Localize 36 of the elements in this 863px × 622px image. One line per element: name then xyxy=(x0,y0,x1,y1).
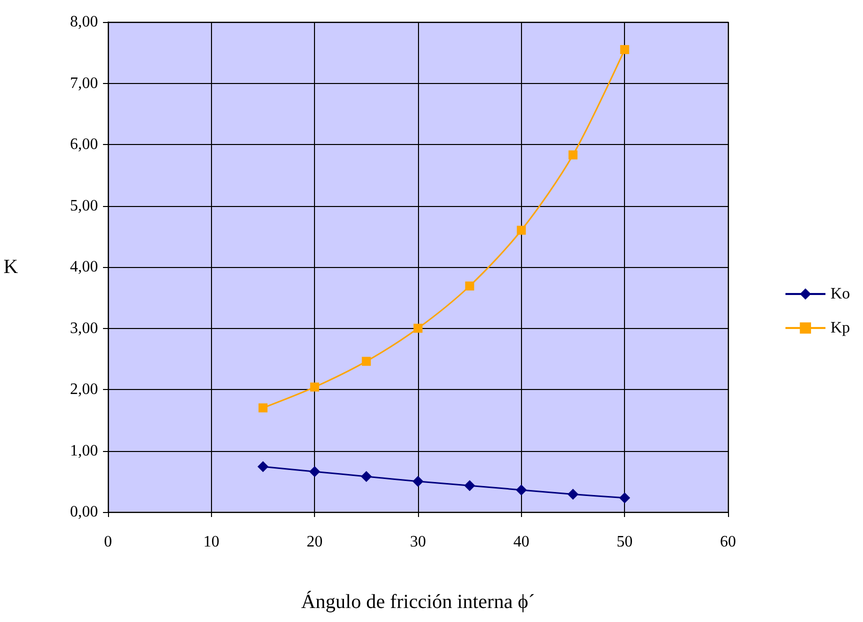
x-tick-label: 30 xyxy=(410,534,426,550)
y-tick-label: 1,00 xyxy=(70,442,98,460)
legend-label: Ko xyxy=(830,286,850,302)
y-tick-label: 6,00 xyxy=(70,136,98,153)
point xyxy=(414,324,422,333)
y-tick-label: 0,00 xyxy=(70,504,98,520)
point xyxy=(309,466,320,478)
x-tick-label: 40 xyxy=(513,534,530,550)
point xyxy=(360,470,372,482)
point xyxy=(568,488,578,500)
point xyxy=(310,382,320,392)
y-tick-label: 7,00 xyxy=(70,74,98,92)
x-tick-label: 10 xyxy=(203,534,220,550)
y-tick-label: 4,00 xyxy=(70,258,98,276)
x-tick-label: 0 xyxy=(104,534,112,550)
point xyxy=(362,356,371,366)
point xyxy=(464,480,476,492)
y-tick-label: 3,00 xyxy=(70,320,98,337)
point xyxy=(568,150,578,160)
x-tick-label: 20 xyxy=(306,534,323,550)
y-tick-label: 5,00 xyxy=(70,197,98,214)
legend-label: Kp xyxy=(830,320,850,336)
point xyxy=(516,484,527,496)
x-axis-title: Ángulo de fricción interna ϕ´ xyxy=(301,590,535,613)
point xyxy=(516,226,526,235)
point xyxy=(258,403,268,412)
point xyxy=(258,461,268,472)
point xyxy=(619,492,630,504)
point xyxy=(620,45,630,54)
point xyxy=(465,281,474,290)
y-tick-label: 8,00 xyxy=(70,14,98,30)
x-tick-label: 60 xyxy=(720,534,736,550)
point xyxy=(412,476,424,487)
y-tick-label: 2,00 xyxy=(70,381,98,398)
x-tick-label: 50 xyxy=(616,534,633,550)
y-axis-title: K xyxy=(4,256,19,278)
